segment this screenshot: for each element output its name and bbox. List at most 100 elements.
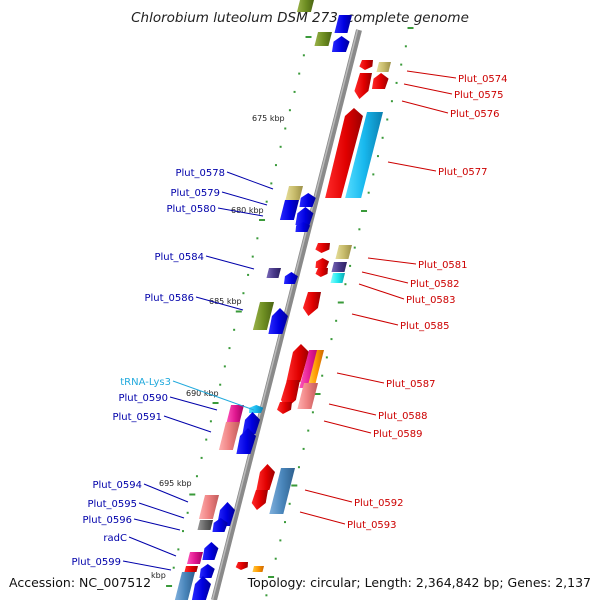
- gene-label-plut-0581[interactable]: Plut_0581: [418, 260, 468, 271]
- gene-bottom-red: [235, 562, 248, 570]
- gene-plut-0582-a: [315, 258, 330, 268]
- outer-tick: [314, 393, 321, 395]
- gene-label-plut-0576[interactable]: Plut_0576: [450, 109, 500, 120]
- outer-tick: [390, 100, 393, 103]
- gene-label-plut-0579[interactable]: Plut_0579: [170, 188, 220, 199]
- gene-plut-0576: [354, 73, 372, 99]
- gene-label-plut-0587[interactable]: Plut_0587: [386, 379, 436, 390]
- outer-tick: [349, 264, 352, 267]
- gene-plut-0587-a: [286, 344, 309, 382]
- gene-plut-0575: [371, 73, 389, 89]
- gene-top-blue-2: [334, 15, 352, 33]
- outer-tick: [353, 246, 356, 249]
- outer-tick: [358, 228, 361, 231]
- inner-tick: [209, 420, 212, 423]
- gene-label-plut-0591[interactable]: Plut_0591: [112, 412, 162, 423]
- outer-tick: [288, 502, 291, 505]
- outer-tick: [337, 301, 344, 304]
- gene-label-plut-0594[interactable]: Plut_0594: [92, 480, 142, 491]
- right-leader-lines: [299, 70, 457, 525]
- gene-label-plut-0585[interactable]: Plut_0585: [400, 321, 450, 332]
- gene-label-plut-0575[interactable]: Plut_0575: [454, 90, 504, 101]
- outer-tick: [344, 283, 347, 286]
- gene-plut-0588-a: [280, 380, 300, 408]
- inner-tick: [228, 347, 231, 350]
- gene-plut-0582: [331, 262, 347, 272]
- outer-tick: [284, 521, 287, 524]
- gene-label-trna-lys3[interactable]: tRNA-Lys3: [120, 377, 171, 388]
- gene-plut-0593: [251, 490, 268, 510]
- outer-tick: [330, 338, 333, 341]
- gene-plut-0577: [345, 112, 383, 198]
- gene-label-plut-0574[interactable]: Plut_0574: [458, 74, 508, 85]
- gene-label-radc[interactable]: radC: [103, 533, 127, 544]
- gene-label-plut-0586[interactable]: Plut_0586: [144, 293, 194, 304]
- gene-bottom-blue: [191, 576, 211, 600]
- gene-plut-0585: [302, 292, 321, 316]
- gene-plut-0587: [308, 350, 324, 384]
- inner-tick: [166, 585, 173, 587]
- outer-tick: [400, 63, 403, 66]
- inner-tick: [259, 219, 266, 221]
- gene-radc: [186, 552, 203, 564]
- gene-label-plut-0583[interactable]: Plut_0583: [406, 295, 456, 306]
- outer-tick: [407, 27, 414, 29]
- gene-plut-0590-b: [242, 412, 261, 434]
- gene-label-plut-0593[interactable]: Plut_0593: [347, 520, 397, 531]
- inner-tick: [279, 145, 282, 148]
- gene-features: [174, 0, 391, 600]
- outer-tick: [311, 411, 314, 414]
- inner-tick: [284, 127, 287, 130]
- gene-plut-0590: [226, 405, 244, 423]
- kbp-label-695: 695 kbp: [159, 479, 192, 488]
- kbp-label-675: 675 kbp: [252, 114, 285, 123]
- gene-plut-0586-b: [268, 308, 288, 334]
- inner-tick: [293, 90, 296, 93]
- outer-tick: [291, 484, 298, 487]
- gene-plut-0592: [269, 468, 295, 514]
- inner-tick: [288, 109, 291, 112]
- inner-tick: [235, 310, 242, 313]
- gene-plut-0581: [335, 245, 352, 259]
- inner-tick: [212, 402, 219, 404]
- gene-plut-0594: [198, 495, 219, 519]
- kbp-label-680: 680 kbp: [231, 206, 264, 215]
- gene-label-plut-0577[interactable]: Plut_0577: [438, 167, 488, 178]
- outer-tick: [372, 173, 375, 176]
- gene-label-plut-0592[interactable]: Plut_0592: [354, 498, 404, 509]
- outer-tick: [361, 210, 368, 212]
- gene-label-plut-0599[interactable]: Plut_0599: [71, 557, 121, 568]
- gene-label-plut-0588[interactable]: Plut_0588: [378, 411, 428, 422]
- inner-tick: [223, 365, 226, 368]
- outer-tick: [404, 45, 407, 48]
- inner-tick: [270, 182, 273, 185]
- gene-label-plut-0584[interactable]: Plut_0584: [154, 252, 204, 263]
- gene-label-plut-0596[interactable]: Plut_0596: [82, 515, 132, 526]
- gene-plut-0580: [295, 207, 314, 225]
- outer-tick: [367, 191, 370, 194]
- inner-tick: [182, 530, 185, 533]
- gene-plut-0583: [330, 273, 345, 283]
- gene-label-plut-0590[interactable]: Plut_0590: [118, 393, 168, 404]
- inner-tick: [205, 438, 208, 441]
- gene-plut-0581-a: [315, 243, 330, 253]
- gene-label-plut-0589[interactable]: Plut_0589: [373, 429, 423, 440]
- gene-label-plut-0595[interactable]: Plut_0595: [87, 499, 137, 510]
- inner-tick: [200, 456, 203, 459]
- gene-top-olive-2: [296, 0, 314, 12]
- gene-label-plut-0578[interactable]: Plut_0578: [175, 168, 225, 179]
- gene-label-plut-0580[interactable]: Plut_0580: [166, 204, 216, 215]
- kbp-label-690: 690 kbp: [186, 389, 219, 398]
- gene-plut-0595: [197, 520, 213, 530]
- gene-label-plut-0582[interactable]: Plut_0582: [410, 279, 460, 290]
- outer-tick: [307, 429, 310, 432]
- gene-plut-0577-red: [325, 108, 363, 198]
- outer-tick: [268, 576, 275, 578]
- accession-text: Accession: NC_007512: [9, 575, 152, 590]
- inner-tick: [265, 200, 268, 203]
- inner-tick: [256, 237, 259, 240]
- inner-tick: [189, 493, 196, 496]
- gene-plut-0592-a: [256, 464, 275, 490]
- gene-radc-b: [202, 542, 219, 560]
- inner-tick: [233, 328, 236, 331]
